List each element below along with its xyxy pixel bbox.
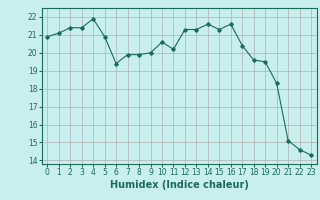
X-axis label: Humidex (Indice chaleur): Humidex (Indice chaleur) <box>110 180 249 190</box>
